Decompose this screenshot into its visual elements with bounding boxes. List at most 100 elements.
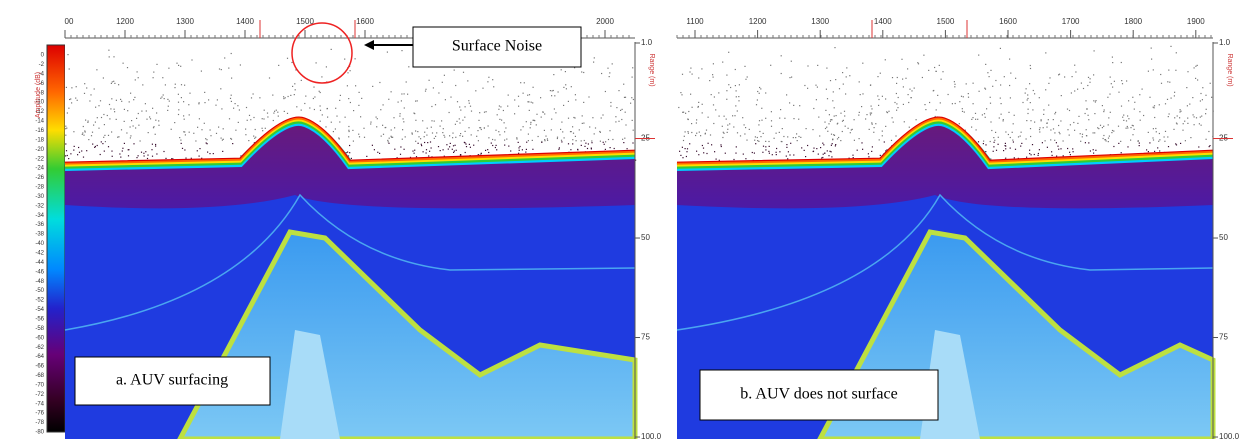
noise bbox=[567, 143, 570, 145]
colorbar-label: -6 bbox=[39, 81, 45, 87]
x-tick-label: 1400 bbox=[874, 17, 892, 26]
noise bbox=[1149, 96, 1151, 98]
noise bbox=[468, 127, 470, 129]
noise bbox=[422, 120, 424, 122]
noise bbox=[459, 135, 461, 137]
noise bbox=[176, 62, 178, 64]
noise bbox=[831, 143, 833, 145]
noise bbox=[220, 137, 222, 139]
noise bbox=[713, 96, 715, 98]
noise bbox=[1048, 82, 1050, 84]
noise bbox=[1071, 76, 1073, 78]
noise bbox=[929, 101, 931, 104]
noise bbox=[992, 85, 994, 87]
colorbar-label: -46 bbox=[35, 269, 44, 275]
noise bbox=[1166, 98, 1169, 100]
noise bbox=[786, 146, 788, 148]
noise bbox=[1092, 132, 1094, 134]
noise bbox=[723, 115, 725, 117]
noise bbox=[940, 78, 942, 80]
noise bbox=[437, 146, 440, 148]
noise bbox=[468, 102, 470, 104]
noise bbox=[770, 120, 773, 122]
noise bbox=[934, 66, 936, 69]
noise bbox=[174, 83, 176, 85]
noise bbox=[1159, 150, 1161, 152]
noise bbox=[779, 117, 781, 119]
noise bbox=[93, 124, 95, 126]
noise bbox=[789, 77, 791, 79]
noise bbox=[697, 105, 699, 108]
noise bbox=[734, 85, 736, 87]
noise bbox=[1143, 114, 1145, 117]
noise bbox=[1094, 113, 1096, 115]
noise bbox=[81, 133, 83, 135]
noise bbox=[850, 129, 852, 131]
noise bbox=[69, 98, 71, 101]
noise bbox=[975, 118, 977, 120]
noise bbox=[76, 99, 78, 101]
surface-echo bbox=[676, 116, 1214, 163]
noise bbox=[871, 123, 873, 125]
noise bbox=[759, 130, 761, 133]
noise bbox=[551, 95, 553, 97]
noise bbox=[198, 118, 200, 120]
noise bbox=[73, 145, 75, 147]
noise bbox=[145, 151, 147, 153]
noise bbox=[1120, 152, 1122, 154]
noise bbox=[188, 104, 190, 106]
noise bbox=[753, 152, 755, 154]
noise bbox=[1060, 120, 1062, 122]
noise bbox=[429, 141, 432, 143]
colorbar-label: -70 bbox=[35, 382, 44, 388]
noise bbox=[199, 148, 201, 150]
noise bbox=[417, 142, 419, 144]
noise bbox=[184, 134, 186, 136]
noise bbox=[423, 136, 425, 138]
noise bbox=[167, 98, 169, 100]
noise bbox=[179, 137, 181, 139]
noise bbox=[438, 92, 440, 94]
noise bbox=[1043, 113, 1045, 115]
noise bbox=[620, 109, 622, 111]
noise bbox=[1049, 77, 1051, 79]
y-tick-label: 100.0 bbox=[641, 432, 662, 439]
noise bbox=[450, 96, 452, 98]
noise bbox=[552, 89, 554, 92]
noise bbox=[925, 109, 927, 111]
noise bbox=[193, 132, 195, 134]
noise bbox=[1015, 77, 1017, 79]
noise bbox=[504, 144, 506, 146]
noise bbox=[1167, 146, 1170, 148]
noise bbox=[113, 56, 115, 58]
noise bbox=[197, 126, 199, 128]
noise bbox=[430, 126, 432, 128]
noise bbox=[156, 63, 158, 65]
noise bbox=[494, 139, 496, 141]
noise bbox=[561, 141, 563, 143]
noise bbox=[1133, 128, 1135, 130]
noise bbox=[558, 147, 560, 149]
noise bbox=[870, 112, 873, 114]
noise bbox=[696, 150, 698, 152]
colorbar-label: -74 bbox=[35, 401, 44, 407]
noise bbox=[355, 85, 357, 87]
noise bbox=[442, 149, 444, 151]
noise bbox=[237, 121, 239, 123]
noise bbox=[129, 126, 131, 128]
noise bbox=[162, 94, 164, 96]
noise bbox=[460, 154, 462, 156]
noise bbox=[569, 131, 572, 133]
noise bbox=[433, 120, 435, 122]
noise bbox=[1111, 56, 1113, 58]
noise bbox=[499, 134, 501, 136]
noise bbox=[152, 127, 155, 129]
noise bbox=[492, 144, 494, 147]
noise bbox=[1141, 88, 1143, 90]
noise bbox=[905, 77, 907, 79]
noise bbox=[836, 123, 838, 125]
noise bbox=[1126, 125, 1128, 128]
noise bbox=[1032, 89, 1034, 92]
noise bbox=[710, 94, 712, 96]
noise bbox=[70, 153, 72, 155]
